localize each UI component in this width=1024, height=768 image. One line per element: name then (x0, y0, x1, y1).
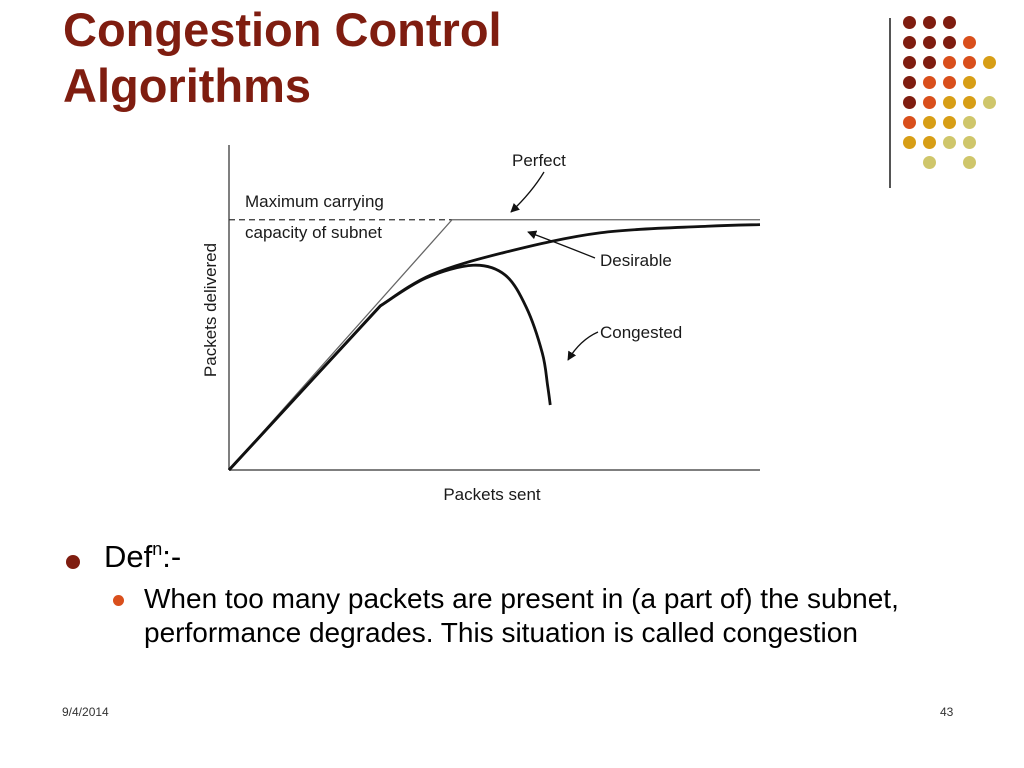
sub-bullet-list: When too many packets are present in (a … (104, 582, 962, 650)
footer-page-number: 43 (940, 705, 954, 719)
decorative-dot (943, 76, 956, 89)
title-divider-line (889, 18, 891, 188)
series-label-congested: Congested (600, 323, 682, 342)
decorative-dot (923, 36, 936, 49)
decorative-dot (963, 156, 976, 169)
footer-date: 9/4/2014 (62, 705, 109, 719)
decorative-dot (983, 96, 996, 109)
slide-title: Congestion Control Algorithms (63, 2, 823, 114)
decorative-dot (923, 136, 936, 149)
slide-title-line-2: Algorithms (63, 59, 312, 112)
decorative-dot (963, 116, 976, 129)
decorative-dot (903, 136, 916, 149)
bullet-list: Defn:- When too many packets are present… (62, 536, 962, 650)
decorative-dot (963, 136, 976, 149)
decorative-dot (923, 116, 936, 129)
capacity-label-line-1: Maximum carrying (245, 192, 384, 211)
decorative-dot (963, 76, 976, 89)
bullet-def-suffix: :- (162, 539, 182, 574)
series-line-congested (227, 263, 552, 471)
decorative-dot (923, 96, 936, 109)
congestion-chart: Maximum carrying capacity of subnet Perf… (180, 140, 780, 510)
decorative-dot (903, 116, 916, 129)
capacity-label-line-2: capacity of subnet (245, 223, 382, 242)
decorative-dot (903, 36, 916, 49)
congestion-chart-svg: Maximum carrying capacity of subnet Perf… (201, 145, 761, 504)
x-axis-label: Packets sent (443, 485, 541, 504)
bullet-def-text: Def (104, 539, 153, 574)
decorative-dot (943, 16, 956, 29)
decorative-dot (943, 56, 956, 69)
decorative-dot (943, 36, 956, 49)
decorative-dot (943, 116, 956, 129)
decorative-dot (923, 56, 936, 69)
decorative-dot (923, 156, 936, 169)
arrow-perfect (510, 171, 545, 213)
sub-bullet-congestion-definition: When too many packets are present in (a … (104, 582, 974, 650)
series-label-desirable: Desirable (600, 251, 672, 270)
decorative-dot (903, 56, 916, 69)
decorative-dot (943, 136, 956, 149)
decorative-dot (963, 36, 976, 49)
decorative-dot-grid (903, 16, 1013, 169)
series-line-perfect (228, 219, 760, 471)
slide-title-line-1: Congestion Control (63, 3, 502, 56)
bullet-def-superscript: n (152, 539, 163, 559)
decorative-dot (903, 76, 916, 89)
decorative-dot (983, 56, 996, 69)
arrow-desirable (527, 230, 596, 259)
bullet-definition: Defn:- When too many packets are present… (62, 536, 962, 650)
arrow-congested (567, 331, 599, 361)
y-axis-label: Packets delivered (201, 243, 220, 377)
decorative-dot (963, 96, 976, 109)
decorative-dot (923, 76, 936, 89)
decorative-dot (903, 96, 916, 109)
series-label-perfect: Perfect (512, 151, 566, 170)
decorative-dot (963, 56, 976, 69)
decorative-dot (923, 16, 936, 29)
decorative-dot (943, 96, 956, 109)
series-line-desirable (227, 223, 761, 471)
decorative-dot (903, 16, 916, 29)
